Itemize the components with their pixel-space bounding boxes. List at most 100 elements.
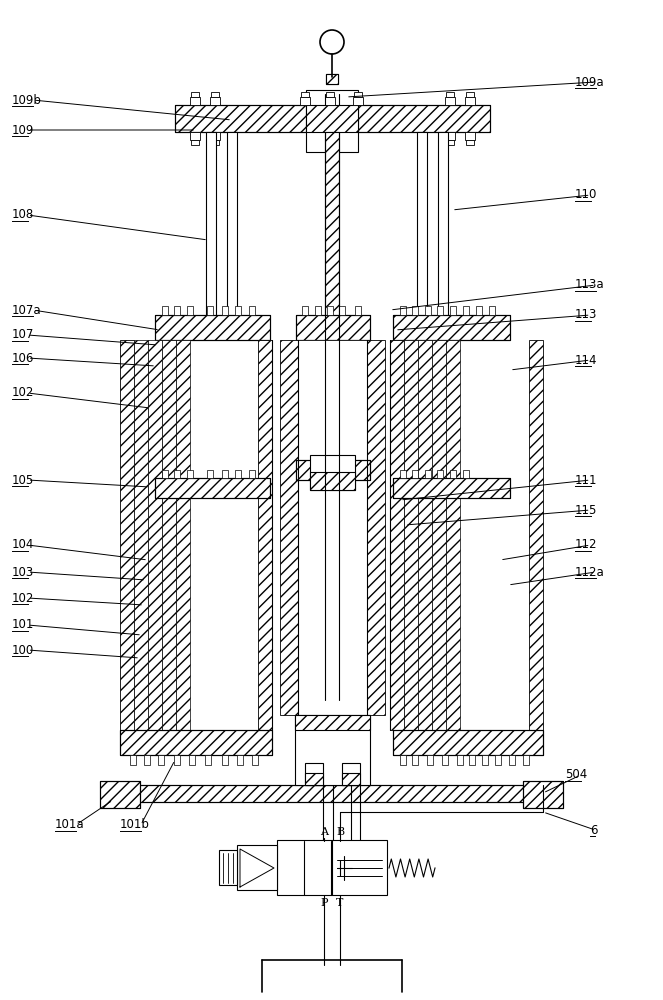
- Bar: [393, 478, 510, 498]
- Bar: [174, 306, 180, 315]
- Bar: [457, 755, 463, 765]
- Text: 100: 100: [12, 644, 34, 656]
- Bar: [174, 755, 180, 765]
- Bar: [100, 781, 140, 808]
- Bar: [189, 755, 195, 765]
- Bar: [155, 315, 270, 340]
- Bar: [529, 340, 543, 730]
- Bar: [400, 470, 406, 478]
- Bar: [367, 340, 385, 715]
- Bar: [418, 340, 432, 730]
- Bar: [412, 306, 418, 315]
- Bar: [100, 781, 140, 808]
- Bar: [249, 306, 255, 315]
- Bar: [155, 315, 270, 340]
- Bar: [437, 470, 443, 478]
- Bar: [466, 92, 474, 97]
- Bar: [296, 315, 370, 340]
- Bar: [495, 755, 501, 765]
- Bar: [162, 306, 168, 315]
- Bar: [115, 785, 550, 802]
- Bar: [425, 470, 431, 478]
- Bar: [326, 74, 338, 84]
- Text: 101: 101: [12, 618, 34, 632]
- Bar: [404, 340, 418, 730]
- Bar: [400, 306, 406, 315]
- Bar: [438, 132, 448, 325]
- Bar: [437, 306, 443, 315]
- Bar: [310, 455, 355, 490]
- Bar: [258, 340, 272, 730]
- Text: 110: 110: [575, 188, 597, 202]
- Bar: [175, 105, 490, 132]
- Bar: [393, 730, 543, 755]
- Bar: [354, 92, 362, 97]
- Bar: [190, 132, 200, 140]
- Bar: [296, 460, 370, 480]
- Bar: [174, 470, 180, 478]
- Bar: [210, 132, 220, 140]
- Bar: [115, 785, 550, 802]
- Bar: [237, 755, 243, 765]
- Bar: [155, 478, 270, 498]
- Bar: [446, 340, 460, 730]
- Bar: [301, 92, 309, 97]
- Text: 114: 114: [575, 354, 597, 366]
- Bar: [120, 340, 134, 730]
- Bar: [222, 306, 228, 315]
- Text: 109b: 109b: [12, 94, 42, 106]
- Text: 103: 103: [12, 566, 34, 578]
- Text: T: T: [336, 898, 343, 908]
- Bar: [425, 306, 431, 315]
- Bar: [211, 140, 219, 145]
- Circle shape: [320, 30, 344, 54]
- Bar: [412, 470, 418, 478]
- Bar: [412, 755, 418, 765]
- Bar: [235, 306, 241, 315]
- Bar: [235, 470, 241, 478]
- Text: P: P: [320, 898, 328, 908]
- Bar: [465, 132, 475, 140]
- Bar: [442, 755, 448, 765]
- Text: 107a: 107a: [12, 304, 42, 316]
- Bar: [205, 755, 211, 765]
- Bar: [326, 74, 338, 84]
- Bar: [400, 755, 406, 765]
- Bar: [296, 460, 370, 480]
- Bar: [393, 730, 543, 755]
- Bar: [191, 92, 199, 97]
- Bar: [210, 97, 220, 105]
- Text: 112a: 112a: [575, 566, 605, 578]
- Bar: [219, 850, 237, 885]
- Bar: [249, 470, 255, 478]
- Text: 106: 106: [12, 352, 34, 364]
- Bar: [463, 470, 469, 478]
- Bar: [342, 773, 360, 785]
- Bar: [187, 470, 193, 478]
- Bar: [237, 845, 277, 890]
- Bar: [523, 781, 563, 808]
- Bar: [523, 781, 563, 808]
- Text: 108: 108: [12, 209, 34, 222]
- Bar: [148, 340, 162, 730]
- Text: 115: 115: [575, 504, 597, 516]
- Text: 101a: 101a: [55, 818, 85, 832]
- Bar: [326, 92, 334, 97]
- Bar: [187, 306, 193, 315]
- Bar: [120, 730, 272, 755]
- Text: 113: 113: [575, 308, 597, 322]
- Bar: [489, 306, 495, 315]
- Bar: [327, 306, 333, 315]
- Bar: [298, 340, 367, 715]
- Text: 109: 109: [12, 123, 34, 136]
- Bar: [158, 755, 164, 765]
- Bar: [476, 306, 482, 315]
- Bar: [280, 340, 298, 715]
- Bar: [162, 470, 168, 478]
- Bar: [134, 340, 148, 730]
- Bar: [176, 340, 190, 730]
- Bar: [130, 755, 136, 765]
- Bar: [277, 840, 332, 895]
- Bar: [191, 140, 199, 145]
- Bar: [342, 763, 360, 785]
